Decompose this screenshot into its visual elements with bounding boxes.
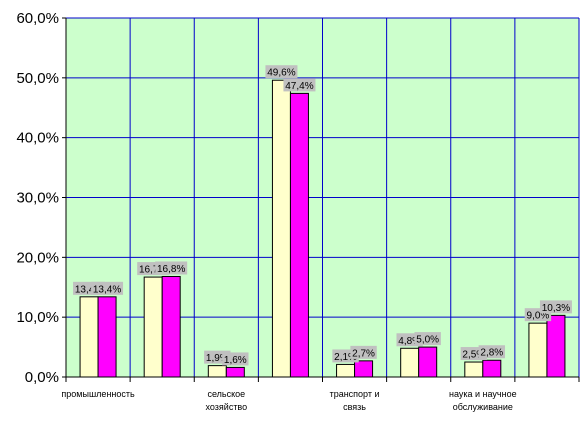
data-label-bg xyxy=(91,281,124,295)
data-label: 2,8% xyxy=(480,348,503,359)
data-label-bg xyxy=(478,345,506,359)
bar xyxy=(289,92,309,378)
data-label-bg xyxy=(155,261,188,275)
gridlines xyxy=(66,17,580,378)
data-label: 1,9% xyxy=(206,353,229,364)
data-label: 10,3% xyxy=(542,303,570,314)
bar xyxy=(528,322,548,378)
bars xyxy=(79,79,566,378)
y-tick-label: 0,0% xyxy=(25,369,59,386)
data-label: 16,8% xyxy=(157,264,185,275)
bar xyxy=(225,366,245,378)
y-tick-label: 60,0% xyxy=(16,10,59,27)
bar xyxy=(207,365,227,378)
x-category-label: промышленность xyxy=(61,389,135,399)
y-axis-ticks: 0,0% 10,0% 20,0% 30,0% 40,0% 50,0% 60,0% xyxy=(16,10,59,386)
data-label: 13,4% xyxy=(75,284,103,295)
y-tick-label: 20,0% xyxy=(16,249,59,266)
x-category-label: сельское xyxy=(207,389,245,399)
bar xyxy=(546,314,566,378)
data-label: 49,6% xyxy=(267,68,295,79)
bar xyxy=(271,79,291,378)
x-category-label: связь xyxy=(343,402,366,412)
bar xyxy=(400,347,420,378)
bar xyxy=(97,296,117,378)
y-tick-label: 50,0% xyxy=(16,70,59,87)
bar xyxy=(79,296,99,378)
data-label: 2,5% xyxy=(462,350,485,361)
data-label-bg xyxy=(283,78,316,92)
y-tick-label: 10,0% xyxy=(16,309,59,326)
data-label: 4,8% xyxy=(398,336,421,347)
data-label-bg xyxy=(414,332,441,346)
bar xyxy=(354,360,374,378)
bar xyxy=(336,363,356,378)
data-label-bg xyxy=(222,352,249,366)
bar xyxy=(418,346,438,378)
bar xyxy=(143,276,163,378)
data-label: 9,0% xyxy=(527,311,550,322)
bar xyxy=(161,275,181,378)
x-category-label: наука и научное xyxy=(449,389,517,399)
x-category-label: хозяйство xyxy=(205,402,247,412)
data-label: 13,4% xyxy=(93,284,121,295)
bar xyxy=(482,359,502,378)
data-label-bg xyxy=(539,300,572,314)
data-label: 16,7% xyxy=(139,265,167,276)
data-label: 5,0% xyxy=(416,335,439,346)
data-label: 2,7% xyxy=(352,348,375,359)
data-label: 1,6% xyxy=(224,355,247,366)
data-label-bg xyxy=(265,65,298,79)
x-category-label: обслуживание xyxy=(453,402,513,412)
data-labels: 13,4% 16,7% 1,9% 49,6% 2,1% 4,8% 2,5% 9,0% 13,4%… xyxy=(73,65,572,366)
axes xyxy=(62,17,580,382)
data-label: 47,4% xyxy=(285,81,313,92)
bar xyxy=(464,361,484,378)
data-label: 2,1% xyxy=(334,352,357,363)
data-label-bg xyxy=(350,345,377,359)
y-tick-label: 30,0% xyxy=(16,190,59,207)
x-axis-categories: промышленность сельское хозяйство транспорт… xyxy=(61,389,516,412)
y-tick-label: 40,0% xyxy=(16,130,59,147)
x-category-label: транспорт и xyxy=(330,389,380,399)
